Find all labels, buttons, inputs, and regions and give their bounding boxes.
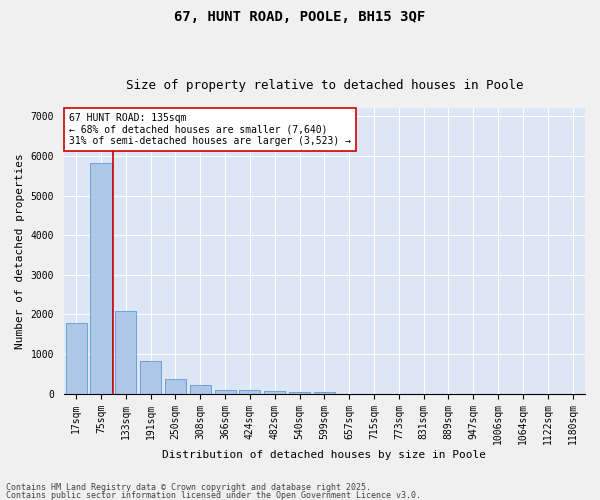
Text: 67 HUNT ROAD: 135sqm
← 68% of detached houses are smaller (7,640)
31% of semi-de: 67 HUNT ROAD: 135sqm ← 68% of detached h…	[69, 112, 351, 146]
X-axis label: Distribution of detached houses by size in Poole: Distribution of detached houses by size …	[163, 450, 487, 460]
Bar	[165, 379, 186, 394]
Bar	[190, 385, 211, 394]
Bar	[91, 163, 112, 394]
Bar	[65, 324, 87, 394]
Bar	[264, 391, 285, 394]
Y-axis label: Number of detached properties: Number of detached properties	[15, 153, 25, 349]
Bar	[215, 390, 236, 394]
Bar	[115, 311, 136, 394]
Bar	[239, 390, 260, 394]
Bar	[140, 361, 161, 394]
Bar	[289, 392, 310, 394]
Text: Contains HM Land Registry data © Crown copyright and database right 2025.: Contains HM Land Registry data © Crown c…	[6, 484, 371, 492]
Title: Size of property relative to detached houses in Poole: Size of property relative to detached ho…	[125, 79, 523, 92]
Bar	[314, 392, 335, 394]
Text: Contains public sector information licensed under the Open Government Licence v3: Contains public sector information licen…	[6, 491, 421, 500]
Text: 67, HUNT ROAD, POOLE, BH15 3QF: 67, HUNT ROAD, POOLE, BH15 3QF	[175, 10, 425, 24]
